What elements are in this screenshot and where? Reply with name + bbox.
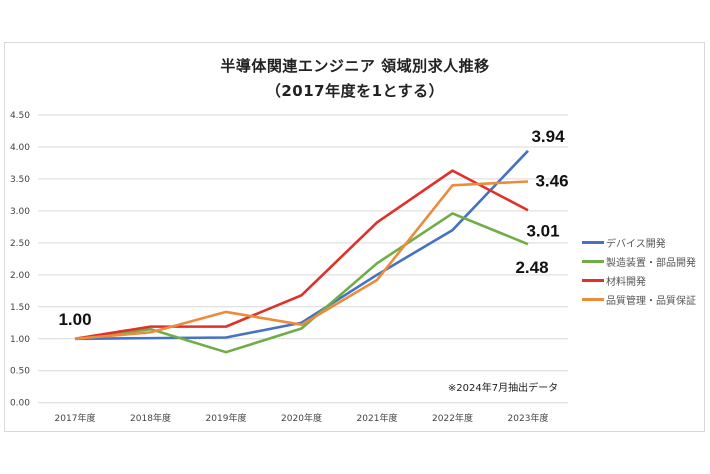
series-line [74,180,529,341]
data-label: 2.48 [515,258,548,277]
y-tick-label: 2.00 [10,271,30,281]
data-label: 1.00 [58,310,91,329]
series-line [74,149,529,341]
chart-frame [4,42,705,432]
chart-legend: デバイス開発製造装置・部品開発 材料開発品質管理・品質保証 [582,233,696,309]
x-tick-label: 2020年度 [281,412,322,424]
y-tick-label: 1.50 [10,303,30,313]
legend-label: 製造装置・部品開発 [606,258,696,269]
x-tick-label: 2017年度 [55,412,96,424]
data-label: 3.01 [526,221,559,240]
x-tick-label: 2021年度 [357,412,398,424]
chart-subtitle: （2017年度を1とする） [265,82,445,100]
chart-title: 半導体関連エンジニア 領域別求人推移 [220,57,490,75]
legend-item: デバイス開発 [582,233,696,252]
legend-item: 材料開発 [582,271,696,290]
data-label: 3.46 [535,171,568,190]
data-source-note: ※2024年7月抽出データ [448,381,558,394]
y-tick-label: 1.00 [10,335,30,345]
legend-label: 材料開発 [606,277,646,288]
y-tick-label: 3.00 [10,207,30,217]
y-tick-label: 0.00 [10,399,30,409]
y-tick-label: 3.50 [10,175,30,185]
x-tick-label: 2019年度 [206,412,247,424]
series-line [74,169,529,341]
x-tick-label: 2023年度 [508,412,549,424]
data-label: 3.94 [531,127,565,146]
legend-item: 製造装置・部品開発 [582,252,696,271]
y-tick-label: 4.50 [10,111,30,121]
y-tick-label: 4.00 [10,143,30,153]
legend-swatch [582,298,604,301]
legend-label: 品質管理・品質保証 [606,296,696,307]
legend-swatch [582,260,604,263]
y-tick-label: 2.50 [10,239,30,249]
x-tick-label: 2022年度 [432,412,473,424]
y-tick-label: 0.50 [10,367,30,377]
legend-item: 品質管理・品質保証 [582,290,696,309]
legend-swatch [582,241,604,244]
legend-swatch [582,279,604,282]
series-line [74,212,529,354]
legend-label: デバイス開発 [606,239,666,250]
x-tick-label: 2018年度 [130,412,171,424]
